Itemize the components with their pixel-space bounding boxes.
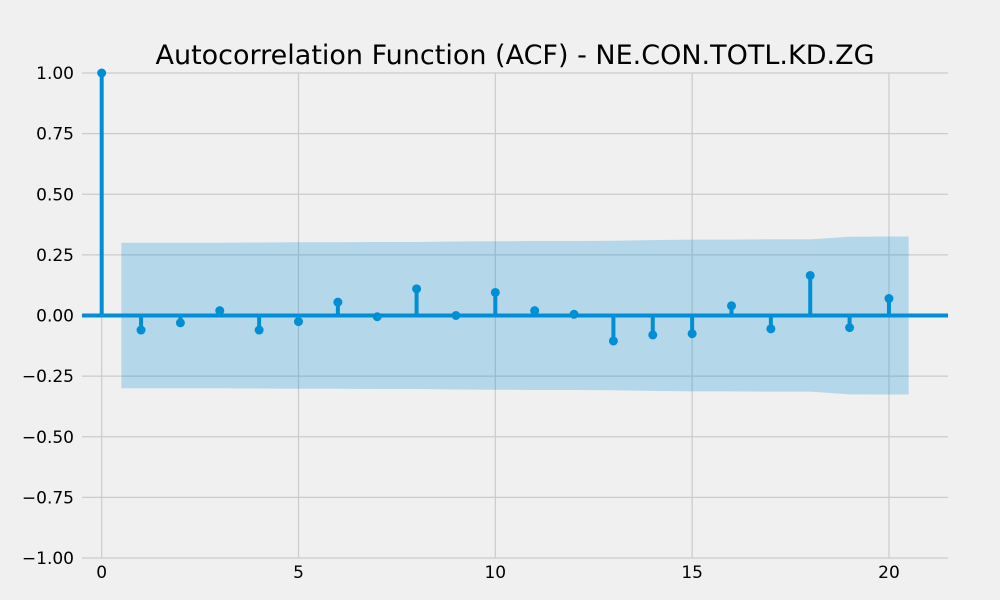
acf-point-lag-17 (766, 324, 776, 334)
acf-point-lag-11 (530, 306, 540, 316)
acf-point-lag-18 (805, 270, 815, 280)
x-tick-label: 0 (96, 563, 107, 583)
acf-point-lag-16 (727, 301, 736, 311)
y-tick-label: 1.00 (36, 64, 74, 84)
acf-point-lag-14 (648, 330, 658, 340)
acf-point-lag-13 (608, 336, 618, 346)
acf-point-lag-0 (97, 68, 107, 78)
x-tick-label: 10 (484, 563, 506, 583)
y-tick-label: −1.00 (22, 549, 74, 569)
x-tick-label: 20 (878, 563, 900, 583)
acf-point-lag-1 (136, 325, 146, 335)
y-tick-label: 0.75 (36, 125, 74, 145)
acf-point-lag-9 (451, 311, 461, 320)
acf-point-lag-6 (333, 297, 343, 307)
y-tick-label: −0.75 (22, 488, 74, 508)
acf-point-lag-20 (884, 294, 894, 304)
acf-point-lag-4 (254, 325, 264, 335)
acf-point-lag-10 (490, 287, 500, 297)
y-tick-label: 0.25 (36, 246, 74, 266)
acf-point-lag-3 (215, 306, 225, 316)
x-tick-label: 5 (293, 563, 304, 583)
acf-point-lag-8 (412, 284, 422, 294)
acf-point-lag-15 (687, 329, 697, 339)
x-tick-label: 15 (681, 563, 703, 583)
acf-point-lag-2 (175, 318, 185, 328)
y-tick-label: 0.00 (36, 307, 74, 327)
acf-point-lag-12 (569, 309, 579, 319)
stems (97, 68, 894, 346)
chart-title: Autocorrelation Function (ACF) - NE.CON.… (155, 40, 874, 71)
acf-point-lag-19 (845, 323, 855, 333)
y-tick-label: −0.50 (22, 428, 74, 448)
acf-point-lag-5 (294, 317, 303, 327)
y-tick-label: 0.50 (36, 185, 74, 205)
tick-labels: 0 5 10 15 20 −1.00 −0.75 −0.50 −0.25 0.00 0.25 0.50… (22, 64, 900, 583)
y-tick-label: −0.25 (22, 367, 74, 387)
acf-point-lag-7 (372, 312, 382, 322)
